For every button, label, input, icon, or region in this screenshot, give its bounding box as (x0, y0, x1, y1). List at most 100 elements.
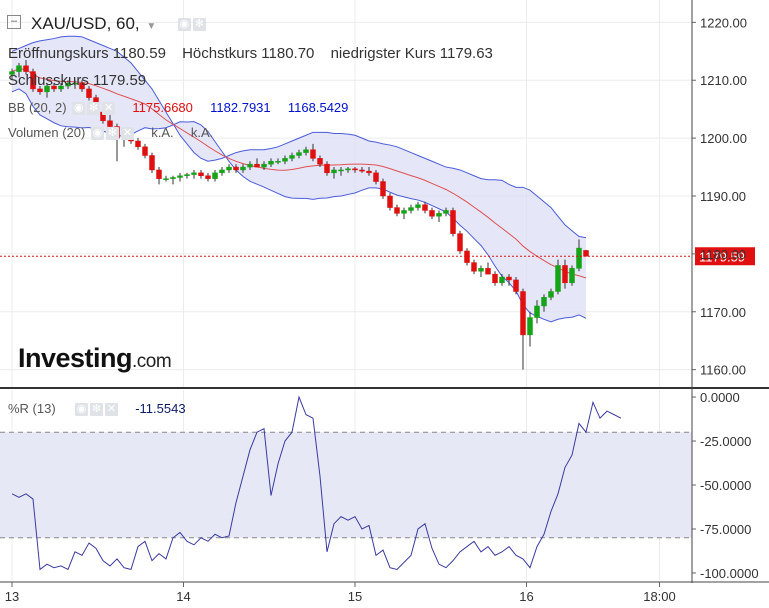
candle-up (345, 167, 351, 173)
candle-down (198, 169, 204, 179)
bb-lower-value: 1168.5429 (287, 100, 349, 115)
candle-body (268, 161, 274, 165)
candle-down (450, 207, 456, 237)
x-tick-label: 18:00 (643, 589, 676, 604)
candle-body (520, 291, 526, 336)
close-icon[interactable]: ✕ (104, 403, 118, 417)
candle-body (310, 149, 316, 159)
candle-down (387, 193, 393, 211)
eye-icon[interactable]: ◉ (74, 403, 88, 417)
candle-body (198, 172, 204, 176)
candle-body (170, 177, 176, 179)
open-value: 1180.59 (112, 45, 166, 62)
y-tick-label: 1190.00 (700, 189, 746, 204)
candle-down (107, 114, 113, 130)
gear-icon[interactable]: ✻ (89, 403, 103, 417)
candle-up (226, 164, 232, 173)
candle-up (282, 155, 288, 165)
candle-body (72, 82, 78, 85)
candle-body (9, 71, 15, 75)
candle-body (30, 71, 36, 90)
candle-up (247, 161, 253, 170)
candle-down (233, 164, 239, 173)
candle-up (296, 149, 302, 159)
candle-down (142, 143, 148, 159)
candle-body (16, 65, 22, 72)
candle-down (485, 262, 491, 275)
candle-body (317, 158, 323, 165)
eye-icon[interactable]: ◉ (72, 102, 86, 116)
candle-down (562, 259, 568, 289)
candle-up (9, 68, 15, 81)
candle-down (513, 277, 519, 295)
high-value: 1180.70 (261, 45, 315, 62)
candle-down (380, 178, 386, 199)
candle-down (310, 143, 316, 162)
gear-icon[interactable]: ✻ (192, 18, 206, 32)
wr-zone-fill (0, 432, 692, 538)
y-tick-label: 1180.00 (700, 247, 746, 262)
candle-down (324, 161, 330, 176)
candle-body (177, 175, 183, 178)
volume-label: Volumen (20) (8, 125, 86, 140)
volume-value-b: k.A. (190, 125, 214, 140)
eye-icon[interactable]: ◉ (177, 18, 191, 32)
gear-icon[interactable]: ✻ (105, 127, 119, 141)
candle-body (156, 169, 162, 179)
candle-body (107, 120, 113, 127)
candle-down (352, 167, 358, 173)
candle-body (506, 276, 512, 281)
candle-body (513, 279, 519, 292)
x-tick-label: 15 (348, 589, 362, 604)
candle-up (499, 274, 505, 286)
candle-down (51, 83, 57, 92)
candle-body (37, 88, 43, 93)
bb-mid-value: 1175.6680 (132, 100, 193, 115)
candle-up (338, 167, 344, 176)
candle-body (352, 168, 358, 171)
logo-text: Investing (18, 343, 133, 373)
candle-up (548, 288, 554, 301)
high-label: Höchstkurs (182, 45, 258, 62)
dropdown-caret-icon[interactable]: ▼ (146, 21, 157, 32)
candle-body (583, 250, 589, 257)
candle-body (534, 305, 540, 318)
eye-icon[interactable]: ◉ (90, 127, 104, 141)
candle-up (170, 175, 176, 185)
candle-body (555, 265, 561, 292)
williams-r-panel (0, 395, 692, 571)
candle-body (485, 268, 491, 275)
y-tick-label: 1170.00 (700, 305, 746, 320)
candle-body (240, 166, 246, 171)
ohlc-row: Eröffnungskurs 1180.59 Höchstkurs 1180.7… (8, 45, 505, 62)
candle-body (149, 155, 155, 171)
candle-down (471, 259, 477, 275)
candle-up (541, 294, 547, 312)
candle-down (254, 158, 260, 168)
candle-body (44, 85, 50, 93)
candle-body (541, 297, 547, 307)
bb-mid-line (11, 68, 587, 279)
candle-body (401, 210, 407, 214)
wr-y-tick-label: -25.0000 (700, 434, 751, 449)
candle-body (163, 178, 169, 180)
x-tick-label: 13 (5, 589, 19, 604)
minimize-icon[interactable]: – (7, 15, 21, 29)
candle-down (205, 172, 211, 182)
close-icon[interactable]: ✕ (120, 127, 134, 141)
candle-down (520, 288, 526, 370)
gear-icon[interactable]: ✻ (87, 102, 101, 116)
candle-body (142, 146, 148, 156)
candle-up (261, 161, 267, 170)
bb-fill (12, 36, 586, 322)
candle-up (303, 146, 309, 156)
candle-body (233, 166, 239, 171)
close-icon[interactable]: ✕ (102, 102, 116, 116)
wr-legend: %R (13) ◉ ✻ ✕ -11.5543 (8, 401, 186, 417)
candle-up (72, 80, 78, 89)
candle-body (247, 163, 253, 168)
bb-upper-value: 1182.7931 (210, 100, 271, 115)
bb-legend: BB (20, 2) ◉ ✻ ✕ 1175.6680 1182.7931 1168.… (8, 100, 349, 116)
candle-up (240, 164, 246, 173)
